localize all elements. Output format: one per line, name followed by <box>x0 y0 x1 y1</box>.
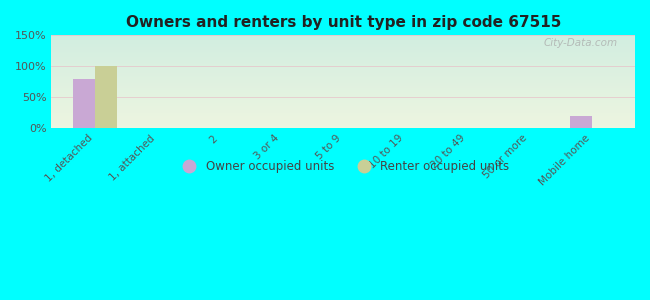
Bar <box>51 81 635 82</box>
Bar <box>51 125 635 126</box>
Bar <box>51 54 635 55</box>
Bar <box>51 45 635 46</box>
Bar <box>51 93 635 94</box>
Bar <box>51 123 635 124</box>
Bar <box>51 77 635 78</box>
Bar <box>51 80 635 81</box>
Bar <box>51 49 635 50</box>
Bar <box>51 59 635 60</box>
Bar <box>51 109 635 110</box>
Bar <box>51 110 635 111</box>
Bar <box>51 61 635 62</box>
Bar <box>51 100 635 101</box>
Bar <box>51 79 635 80</box>
Bar <box>51 55 635 56</box>
Bar <box>51 64 635 65</box>
Bar <box>570 116 592 128</box>
Bar <box>51 107 635 108</box>
Bar <box>51 86 635 87</box>
Bar <box>51 65 635 66</box>
Bar <box>51 39 635 40</box>
Bar <box>51 63 635 64</box>
Bar <box>51 95 635 96</box>
Bar <box>51 58 635 59</box>
Bar <box>51 35 635 36</box>
Bar <box>51 88 635 89</box>
Bar <box>51 124 635 125</box>
Bar <box>51 48 635 49</box>
Bar <box>51 108 635 109</box>
Bar <box>51 101 635 102</box>
Bar <box>51 102 635 103</box>
Bar <box>51 85 635 86</box>
Bar <box>51 78 635 79</box>
Bar <box>51 36 635 37</box>
Bar <box>51 103 635 104</box>
Bar <box>51 126 635 127</box>
Bar <box>51 74 635 75</box>
Bar <box>51 84 635 85</box>
Bar <box>51 76 635 77</box>
Legend: Owner occupied units, Renter occupied units: Owner occupied units, Renter occupied un… <box>173 156 514 178</box>
Bar <box>51 89 635 90</box>
Bar <box>51 87 635 88</box>
Bar <box>51 40 635 41</box>
Bar <box>51 66 635 67</box>
Bar <box>51 51 635 52</box>
Bar <box>51 67 635 68</box>
Bar <box>51 47 635 48</box>
Bar <box>51 94 635 95</box>
Bar <box>51 116 635 117</box>
Bar <box>51 50 635 51</box>
Bar <box>51 43 635 44</box>
Bar <box>51 69 635 70</box>
Bar <box>51 97 635 98</box>
Text: City-Data.com: City-Data.com <box>543 38 618 48</box>
Bar <box>51 46 635 47</box>
Bar <box>51 106 635 107</box>
Bar <box>51 121 635 122</box>
Bar <box>51 71 635 72</box>
Bar <box>51 98 635 99</box>
Bar <box>51 83 635 84</box>
Bar <box>51 99 635 100</box>
Bar <box>51 117 635 118</box>
Title: Owners and renters by unit type in zip code 67515: Owners and renters by unit type in zip c… <box>125 15 561 30</box>
Bar <box>51 38 635 39</box>
Bar <box>95 66 116 128</box>
Bar <box>51 70 635 71</box>
Bar <box>51 68 635 69</box>
Bar <box>51 114 635 115</box>
Bar <box>51 92 635 93</box>
Bar <box>51 113 635 114</box>
Bar <box>51 75 635 76</box>
Bar <box>51 56 635 57</box>
Bar <box>73 79 95 128</box>
Bar <box>51 41 635 42</box>
Bar <box>51 115 635 116</box>
Bar <box>51 60 635 61</box>
Bar <box>51 61 635 62</box>
Bar <box>51 82 635 83</box>
Bar <box>51 104 635 105</box>
Bar <box>51 90 635 91</box>
Bar <box>51 120 635 121</box>
Bar <box>51 53 635 54</box>
Bar <box>51 44 635 45</box>
Bar <box>51 122 635 123</box>
Bar <box>51 52 635 53</box>
Bar <box>51 62 635 63</box>
Bar <box>51 105 635 106</box>
Bar <box>51 57 635 58</box>
Bar <box>51 72 635 73</box>
Bar <box>51 42 635 43</box>
Bar <box>51 119 635 120</box>
Bar <box>51 112 635 113</box>
Bar <box>51 118 635 119</box>
Bar <box>51 40 635 41</box>
Bar <box>51 91 635 92</box>
Bar <box>51 96 635 97</box>
Bar <box>51 111 635 112</box>
Bar <box>51 37 635 38</box>
